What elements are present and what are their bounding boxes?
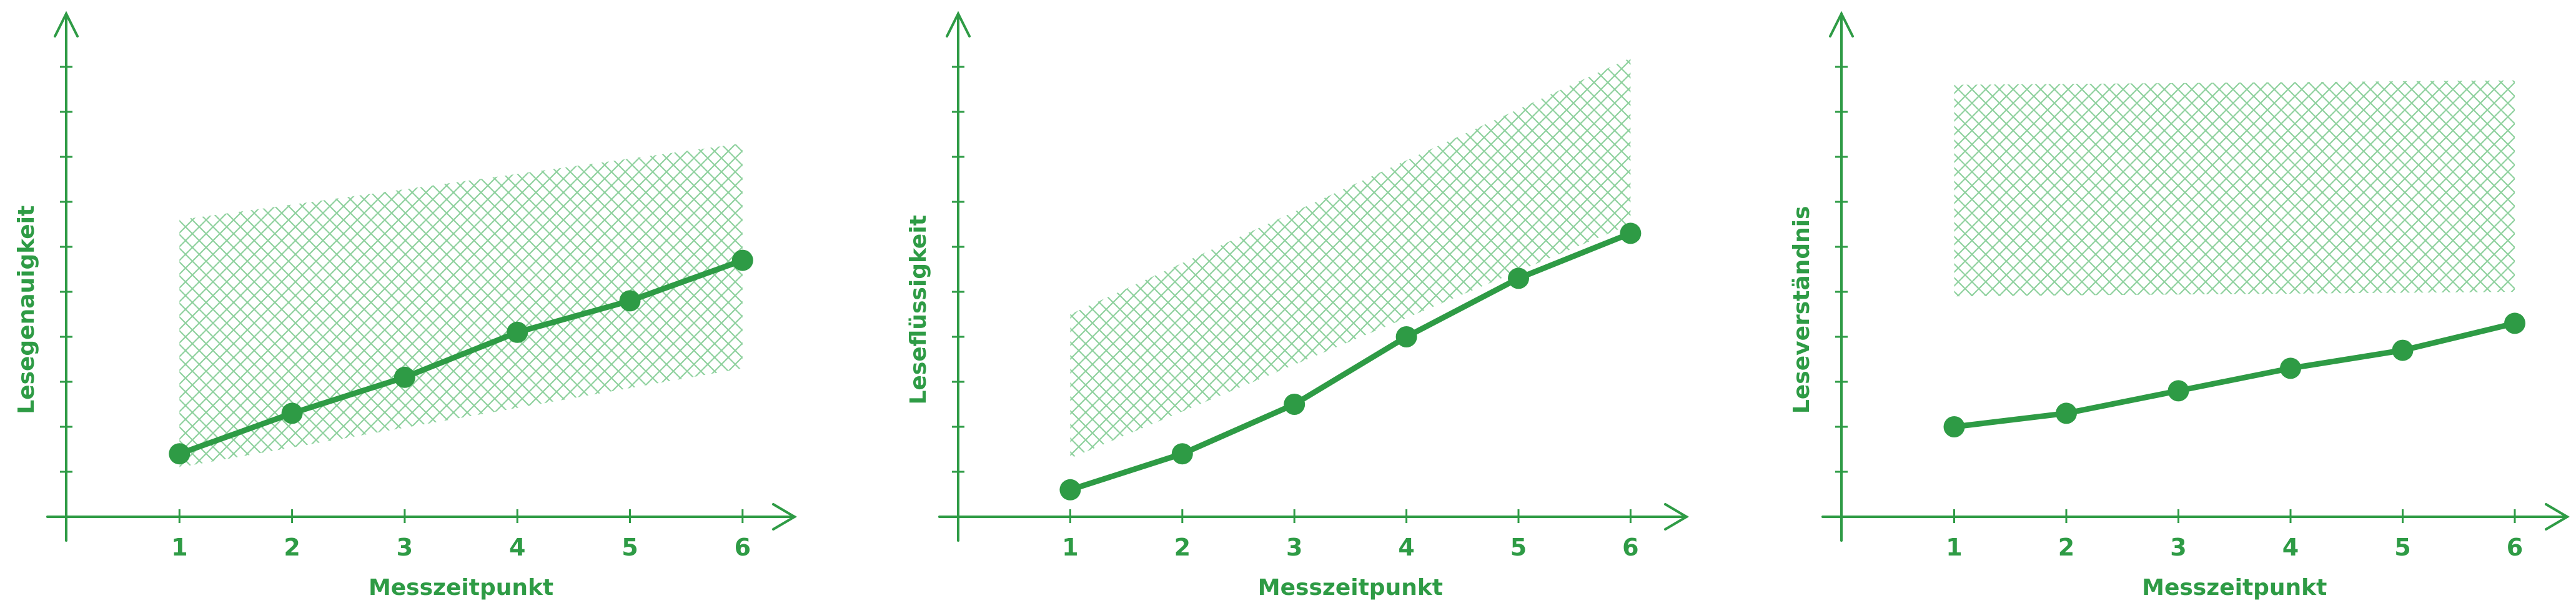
x-tick-label: 1 [1946, 534, 1962, 561]
series-line [1067, 230, 1633, 493]
y-ticks [1835, 66, 1848, 473]
y-ticks [60, 66, 72, 473]
data-point [1943, 416, 1965, 437]
data-point [169, 443, 191, 465]
data-point [507, 321, 528, 343]
y-axis-title: Leseflüssigkeit [906, 215, 931, 404]
data-point [619, 290, 641, 312]
band-area [1954, 80, 2515, 297]
data-point [1059, 479, 1081, 501]
x-tick-label: 6 [1622, 534, 1638, 561]
chart-panel-1: 1 2 3 4 5 6 Messzeitpunkt Lesegenauigkeit [14, 11, 797, 601]
x-tick-label: 3 [2170, 534, 2186, 561]
x-tick-label: 2 [2058, 534, 2074, 561]
series-points [1943, 312, 2525, 437]
data-point [1284, 394, 1305, 415]
y-ticks [952, 66, 964, 473]
series-line [1951, 320, 2518, 430]
data-point [1620, 222, 1642, 244]
x-tick-label: 6 [735, 534, 751, 561]
y-axis-arrowhead [946, 11, 971, 37]
series-points [1059, 222, 1642, 501]
x-tick-label: 3 [1286, 534, 1302, 561]
series-line [176, 257, 746, 457]
data-point [1171, 443, 1193, 465]
x-tick-label: 1 [171, 534, 187, 561]
band-area [1070, 57, 1631, 459]
chart-panel-3: 1 2 3 4 5 6 Messzeitpunkt Leseverständnis [1789, 11, 2570, 601]
x-ticks: 1 2 3 4 5 6 [1946, 509, 2523, 561]
y-axis-title: Lesegenauigkeit [14, 206, 39, 414]
x-axis-title: Messzeitpunkt [1258, 575, 1443, 601]
x-tick-label: 4 [1398, 534, 1414, 561]
data-point [1395, 326, 1417, 347]
x-tick-label: 2 [284, 534, 300, 561]
data-point [731, 249, 753, 271]
y-axis-title: Leseverständnis [1789, 206, 1815, 414]
x-tick-label: 5 [622, 534, 638, 561]
data-point [2504, 312, 2525, 334]
chart-panel-2: 1 2 3 4 5 6 Messzeitpunkt Leseflüssigkeit [906, 11, 1689, 601]
data-point [2280, 357, 2301, 379]
x-ticks: 1 2 3 4 5 6 [1062, 509, 1639, 561]
x-ticks: 1 2 3 4 5 6 [171, 509, 751, 561]
data-point [281, 402, 303, 424]
x-tick-label: 5 [2394, 534, 2410, 561]
x-axis-arrowhead [1664, 503, 1689, 531]
x-tick-label: 6 [2507, 534, 2523, 561]
x-tick-label: 4 [509, 534, 525, 561]
x-tick-label: 2 [1174, 534, 1191, 561]
data-point [394, 366, 415, 388]
data-point [2392, 339, 2414, 361]
x-tick-label: 5 [1510, 534, 1527, 561]
x-tick-label: 1 [1062, 534, 1078, 561]
band-area [179, 143, 743, 467]
x-tick-label: 4 [2282, 534, 2299, 561]
x-axis-arrowhead [2545, 503, 2570, 531]
data-point [2056, 402, 2077, 424]
y-axis-arrowhead [54, 11, 79, 37]
data-point [1508, 267, 1529, 289]
x-axis-title: Messzeitpunkt [2142, 575, 2327, 601]
y-axis-arrowhead [1829, 11, 1854, 37]
x-tick-label: 3 [397, 534, 413, 561]
series-points [169, 249, 753, 465]
x-axis-arrowhead [772, 503, 797, 531]
x-axis-title: Messzeitpunkt [369, 575, 553, 601]
data-point [2167, 380, 2189, 402]
